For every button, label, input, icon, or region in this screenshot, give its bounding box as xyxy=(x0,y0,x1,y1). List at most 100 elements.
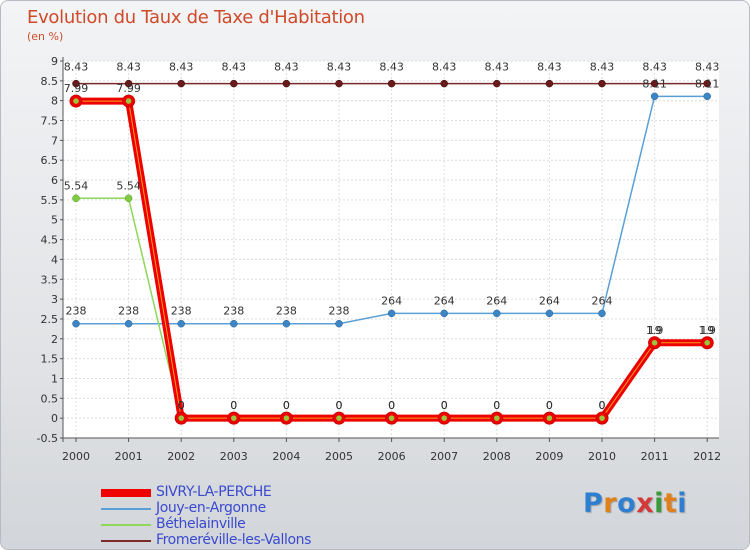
data-point-fromereville xyxy=(124,79,133,88)
y-tick-label: 6 xyxy=(51,174,58,187)
data-point-fromereville xyxy=(440,79,448,88)
data-label-fromereville: 8.43 xyxy=(695,61,720,74)
data-point-sivry-center xyxy=(599,415,605,421)
data-point-sivry-center xyxy=(125,98,132,104)
data-label-jouy: 238 xyxy=(118,305,139,318)
data-point-jouy xyxy=(335,319,343,328)
data-label-jouy: 264 xyxy=(539,294,560,307)
data-point-jouy xyxy=(493,309,501,318)
data-label-jouy: 238 xyxy=(171,305,192,318)
data-label-sivry: 0 xyxy=(493,399,500,412)
y-tick-label: 4 xyxy=(51,253,58,266)
y-tick-label: 7 xyxy=(51,134,58,147)
legend-swatch-bethelainville xyxy=(101,524,151,526)
y-tick-label: 5 xyxy=(51,214,58,227)
legend-swatch-sivry xyxy=(101,489,151,497)
plot-area xyxy=(63,61,719,438)
x-tick-label: 2001 xyxy=(115,450,143,463)
x-tick-label: 2006 xyxy=(378,450,406,463)
data-point-jouy xyxy=(230,319,238,328)
data-point-jouy xyxy=(650,92,659,101)
data-label-bethelainville: 19 xyxy=(648,324,662,337)
proxiti-logo: Proxiti xyxy=(583,488,687,519)
data-point-sivry-center xyxy=(494,415,500,421)
data-label-sivry: 1.9 xyxy=(646,324,664,337)
data-point-jouy xyxy=(545,309,554,318)
x-tick-label: 2008 xyxy=(483,450,511,463)
legend-label-fromereville: Fromeréville-les-Vallons xyxy=(156,532,311,548)
x-tick-label: 2010 xyxy=(588,450,616,463)
data-label-fromereville: 8.43 xyxy=(590,61,615,74)
logo-letter: x xyxy=(636,488,655,519)
data-label-sivry: 0 xyxy=(441,399,448,412)
data-label-sivry: 0 xyxy=(599,399,606,412)
data-label-jouy: 264 xyxy=(434,294,455,307)
data-point-sivry-center xyxy=(388,415,395,421)
data-label-sivry: 0 xyxy=(230,399,237,412)
legend-swatch-jouy xyxy=(101,508,151,510)
data-point-jouy xyxy=(124,319,133,328)
data-point-sivry-center xyxy=(178,415,184,421)
chart-title: Evolution du Taux de Taxe d'Habitation xyxy=(27,7,365,28)
data-point-fromereville xyxy=(282,79,291,88)
data-label-bethelainville: 0 xyxy=(230,399,237,412)
y-tick-label: 0.5 xyxy=(41,392,59,405)
data-label-sivry: 0 xyxy=(388,399,395,412)
data-point-fromereville xyxy=(598,79,606,88)
logo-letter: o xyxy=(617,488,637,519)
legend-label-jouy: Jouy-en-Argonne xyxy=(156,500,266,516)
y-tick-label: 2 xyxy=(51,333,58,346)
data-point-fromereville xyxy=(177,79,185,88)
data-label-fromereville: 8.43 xyxy=(642,61,667,74)
y-tick-label: 3 xyxy=(51,293,58,306)
logo-letter: i xyxy=(677,488,688,519)
data-point-sivry-center xyxy=(704,339,710,346)
x-tick-label: 2011 xyxy=(641,450,669,463)
logo-letter: i xyxy=(654,488,664,519)
data-point-sivry-center xyxy=(231,415,237,421)
data-point-sivry-center xyxy=(546,415,553,421)
x-tick-label: 2000 xyxy=(62,450,90,463)
data-point-jouy xyxy=(387,309,396,318)
data-point-sivry-center xyxy=(73,98,79,104)
data-label-bethelainville: 0 xyxy=(493,399,500,412)
data-label-jouy: 8.11 xyxy=(695,77,720,90)
x-tick-label: 2009 xyxy=(535,450,563,463)
data-label-bethelainville: 0 xyxy=(336,399,343,412)
data-point-bethelainville xyxy=(72,194,80,203)
data-label-sivry: 0 xyxy=(546,399,553,412)
data-label-bethelainville: 5.54 xyxy=(64,179,89,192)
data-label-fromereville: 8.43 xyxy=(116,61,141,74)
legend-label-sivry: SIVRY-LA-PERCHE xyxy=(156,484,272,500)
data-label-jouy: 264 xyxy=(486,294,507,307)
y-tick-label: 6.5 xyxy=(41,154,59,167)
data-label-bethelainville: 0 xyxy=(283,399,290,412)
data-label-jouy: 238 xyxy=(276,305,297,318)
data-label-sivry: 0 xyxy=(283,399,290,412)
logo-letter: P xyxy=(583,488,604,519)
y-tick-label: 5.5 xyxy=(41,194,59,207)
y-tick-label: 8 xyxy=(51,95,58,108)
data-label-bethelainville: 19 xyxy=(700,324,714,337)
legend-label-bethelainville: Béthelainville xyxy=(156,516,246,532)
x-tick-label: 2007 xyxy=(430,450,458,463)
data-label-jouy: 238 xyxy=(329,305,350,318)
y-tick-label: 0 xyxy=(51,412,58,425)
y-tick-label: 3.5 xyxy=(41,273,59,286)
data-point-jouy xyxy=(177,319,185,328)
data-label-fromereville: 8.43 xyxy=(537,61,562,74)
data-point-fromereville xyxy=(545,79,554,88)
y-tick-label: 1 xyxy=(51,372,58,385)
y-tick-label: 8.5 xyxy=(41,75,59,88)
data-label-jouy: 264 xyxy=(381,294,402,307)
data-point-fromereville xyxy=(650,79,659,88)
data-label-sivry: 1.9 xyxy=(698,324,716,337)
data-label-jouy: 8.11 xyxy=(642,77,667,90)
data-point-fromereville xyxy=(72,79,80,88)
data-point-jouy xyxy=(598,309,606,318)
data-label-bethelainville: 0 xyxy=(599,399,606,412)
data-point-sivry-center xyxy=(283,415,290,421)
data-label-jouy: 238 xyxy=(223,305,244,318)
data-label-jouy: 238 xyxy=(66,305,87,318)
